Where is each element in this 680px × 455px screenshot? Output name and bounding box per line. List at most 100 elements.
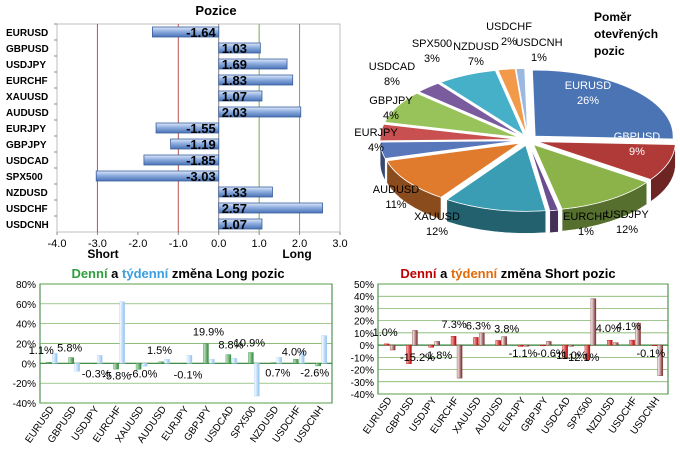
category-label-gbpusd: GBPUSD — [6, 44, 49, 55]
bar-nzdusd — [218, 186, 273, 198]
y-tick-label: 50% — [354, 280, 374, 291]
bar-t-denn-audusd — [501, 336, 507, 346]
bar-t-denn-eurusd — [389, 344, 396, 351]
pie-slice-eurchf — [529, 145, 559, 212]
category-label-usdjpy: USDJPY — [6, 60, 46, 71]
pie-label-eurchf: EURCHF — [563, 211, 609, 223]
pie-label-usdjpy: USDJPY — [605, 209, 649, 221]
bar-usdjpy — [218, 58, 288, 70]
bar-denn-gbpusd — [68, 357, 74, 364]
y-tick-label: 40% — [354, 292, 374, 303]
bar-t-denn-usdcnh — [657, 344, 664, 376]
value-label-eurjpy: -1.55 — [186, 121, 216, 136]
pie-label-eurjpy: EURJPY — [354, 127, 398, 139]
bar-t-denn-usdcnh — [321, 335, 327, 364]
bar-t-denn-nzdusd — [276, 357, 283, 364]
value-label-eurusd: 1.1% — [29, 345, 54, 357]
bar-t-denn-eurusd — [52, 353, 58, 364]
value-label-audusd: 2.03 — [222, 105, 247, 120]
pie-percent-audusd: 11% — [385, 199, 406, 211]
value-label-usdcad: 8.8% — [218, 340, 243, 352]
pie-percent-gbpusd: 9% — [629, 146, 645, 158]
value-label-eurusd: 1.0% — [373, 327, 398, 339]
value-label-nzdusd: 4.0% — [596, 323, 621, 335]
value-label-usdchf: 4.1% — [616, 321, 641, 333]
value-label-gbpjpy: -0.6% — [537, 348, 566, 360]
bar-audusd — [218, 106, 302, 118]
category-label-xauusd: XAUUSD — [6, 92, 48, 103]
pie-slice-usdjpy — [532, 143, 648, 210]
category-label-usdchf: USDCHF — [6, 204, 48, 215]
bar-denn-nzdusd — [607, 340, 613, 346]
y-tick-label: -40% — [351, 390, 374, 401]
pie-label-gbpjpy: GBPJPY — [369, 95, 413, 107]
bar-xauusd — [218, 90, 263, 102]
bar-usdcad — [143, 154, 220, 166]
bar-spx500 — [95, 170, 220, 182]
bar-t-denn-usdjpy — [96, 355, 103, 364]
bar-denn-xauusd — [135, 363, 142, 370]
pie-slice-gbpjpy — [379, 123, 519, 142]
category-label-eurusd: EURUSD — [6, 28, 48, 39]
pie-chart-title: Poměr otevřených pozic — [594, 10, 661, 58]
bar-t-denn-usdjpy — [434, 341, 440, 346]
title-part-2: týdenní — [122, 266, 169, 281]
title-part-2: týdenní — [451, 266, 498, 281]
value-label-gbpusd: 1.03 — [222, 41, 247, 56]
title-part-3: změna Long pozic — [168, 266, 284, 281]
y-tick-label: 10% — [354, 329, 374, 340]
bar-t-denn-xauusd — [479, 332, 485, 346]
bar-eurusd — [152, 26, 220, 38]
value-label-eurchf: 1.83 — [222, 73, 247, 88]
bar-usdchf — [218, 202, 324, 214]
pie-label-eurusd: EURUSD — [565, 80, 612, 92]
pie-percent-xauusd: 12% — [426, 226, 448, 238]
title-part-0: Denní — [400, 266, 437, 281]
pie-label-spx500: SPX500 — [412, 38, 452, 50]
bar-t-denn-gbpusd — [412, 330, 418, 346]
pie-percent-spx500: 3% — [424, 53, 440, 65]
value-label-gbpjpy: -1.19 — [186, 137, 216, 152]
bar-t-denn-eurjpy — [523, 344, 530, 347]
pie-slice-nzdusd — [439, 69, 525, 137]
pie-slice-usdcad — [384, 92, 520, 138]
bar-denn-usdchf — [629, 339, 635, 346]
bar-t-denn-gbpusd — [74, 363, 80, 372]
plot-frame — [377, 283, 669, 395]
long-change-chart-title: Denní a týdenní změna Long pozic — [71, 266, 284, 281]
bar-t-denn-usdchf — [635, 322, 641, 346]
bar-denn-usdcnh — [651, 344, 658, 346]
value-label-audusd: 3.8% — [494, 323, 519, 335]
pie-label-nzdusd: NZDUSD — [453, 41, 499, 53]
category-label-usdcad: USDCAD — [6, 156, 49, 167]
pie-title-line-3: pozic — [594, 44, 625, 58]
short-side-label: Short — [87, 247, 118, 261]
bar-t-denn-audusd — [164, 359, 170, 364]
y-tick-label: -20% — [351, 366, 374, 377]
value-label-eurjpy: -0.1% — [174, 369, 203, 381]
value-label-spx500: -3.03 — [186, 169, 216, 184]
x-tick-label: 3.0 — [332, 238, 347, 250]
y-tick-label: 60% — [16, 300, 36, 311]
bar-denn-usdjpy — [428, 344, 434, 348]
x-tick-label: 0.0 — [211, 238, 226, 250]
y-tick-label: 20% — [354, 317, 374, 328]
value-label-xauusd: 6.3% — [466, 320, 491, 332]
x-tick-label: -3.0 — [88, 238, 107, 250]
y-tick-label: -20% — [13, 379, 36, 390]
pie-percent-eurchf: 1% — [578, 226, 594, 238]
pie-slice-eurjpy — [379, 140, 519, 159]
x-tick-label: -1.0 — [169, 238, 188, 250]
value-label-usdchf: 4.0% — [282, 346, 307, 358]
positions-chart-title: Pozice — [195, 3, 236, 18]
bar-t-denn-spx500 — [590, 298, 597, 346]
pie-percent-gbpjpy: 4% — [383, 110, 399, 122]
value-label-usdcad: -1.85 — [186, 153, 216, 168]
bar-t-denn-eurchf — [456, 344, 463, 379]
pie-label-gbpusd: GBPUSD — [614, 131, 661, 143]
y-tick-label: -10% — [351, 353, 374, 364]
value-label-spx500: -12.1% — [564, 352, 599, 364]
bar-t-denn-eurchf — [119, 301, 125, 364]
category-label-nzdusd: NZDUSD — [6, 188, 48, 199]
y-tick-label: 40% — [16, 320, 36, 331]
